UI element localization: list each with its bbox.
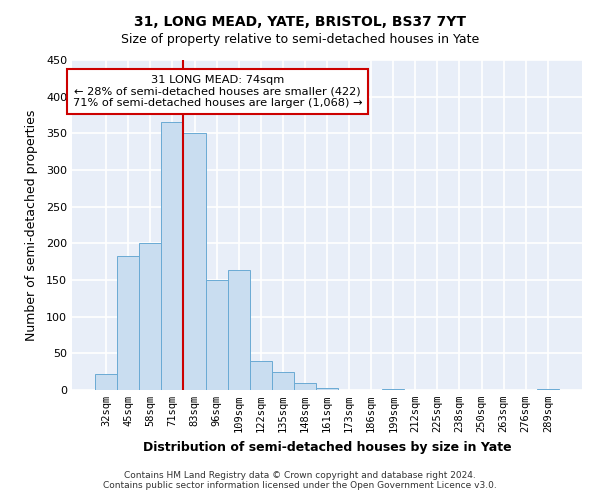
Text: 31 LONG MEAD: 74sqm
← 28% of semi-detached houses are smaller (422)
71% of semi-: 31 LONG MEAD: 74sqm ← 28% of semi-detach… bbox=[73, 75, 362, 108]
Bar bbox=[139, 242, 161, 390]
Bar bbox=[95, 374, 117, 390]
Bar bbox=[117, 256, 139, 390]
Bar bbox=[161, 122, 184, 390]
Bar bbox=[272, 372, 294, 390]
Bar bbox=[206, 280, 227, 390]
Bar bbox=[184, 132, 206, 390]
Bar bbox=[537, 388, 559, 390]
Bar bbox=[227, 270, 250, 390]
Bar bbox=[250, 360, 272, 390]
X-axis label: Distribution of semi-detached houses by size in Yate: Distribution of semi-detached houses by … bbox=[143, 440, 511, 454]
Y-axis label: Number of semi-detached properties: Number of semi-detached properties bbox=[25, 110, 38, 340]
Bar bbox=[316, 388, 338, 390]
Bar bbox=[294, 384, 316, 390]
Text: 31, LONG MEAD, YATE, BRISTOL, BS37 7YT: 31, LONG MEAD, YATE, BRISTOL, BS37 7YT bbox=[134, 15, 466, 29]
Text: Size of property relative to semi-detached houses in Yate: Size of property relative to semi-detach… bbox=[121, 32, 479, 46]
Text: Contains HM Land Registry data © Crown copyright and database right 2024.
Contai: Contains HM Land Registry data © Crown c… bbox=[103, 470, 497, 490]
